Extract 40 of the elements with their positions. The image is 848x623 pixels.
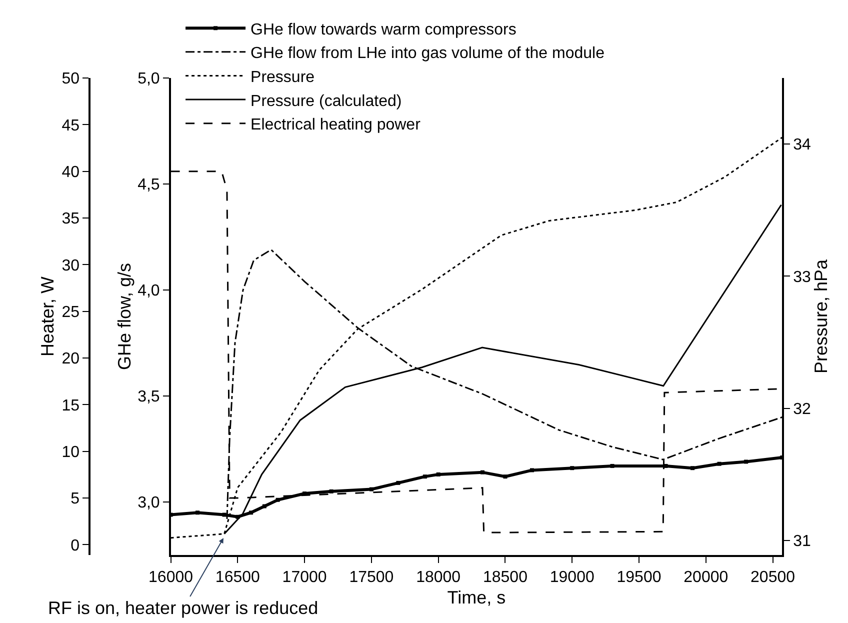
y3-tick-label: 0 <box>70 537 80 554</box>
y3-tick-label: 10 <box>62 444 80 461</box>
y-tick-label: 4,5 <box>138 176 160 194</box>
legend-label: GHe flow towards warm compressors <box>250 21 516 38</box>
legend-label: GHe flow from LHe into gas volume of the module <box>250 45 605 62</box>
y-tick-label: 4,0 <box>138 282 160 300</box>
y-tick-label: 5,0 <box>138 70 160 88</box>
y-axis-title: GHe flow, g/s <box>114 262 134 370</box>
x-axis-title: Time, s <box>447 588 506 608</box>
y2-tick-label: 34 <box>793 136 812 154</box>
y-tick-label: 3,0 <box>138 494 160 512</box>
y3-tick-label: 25 <box>62 304 80 321</box>
x-tick-label: 17500 <box>349 568 394 586</box>
y3-tick-label: 20 <box>62 350 80 368</box>
y3-tick-label: 35 <box>62 210 80 228</box>
x-tick-label: 18500 <box>482 568 528 586</box>
x-tick-label: 16500 <box>215 568 260 586</box>
legend-label: Electrical heating power <box>250 116 422 134</box>
y3-tick-label: 40 <box>62 164 80 181</box>
x-tick-label: 20500 <box>750 568 796 586</box>
y-tick-label: 3,5 <box>138 388 160 406</box>
y3-tick-label: 30 <box>62 257 80 274</box>
x-tick-label: 19500 <box>616 568 662 586</box>
y2-axis-title: Pressure, hPa <box>811 258 832 374</box>
legend-label: Pressure (calculated) <box>250 92 402 110</box>
x-tick-label: 20000 <box>684 568 728 586</box>
y2-tick-label: 32 <box>793 400 812 418</box>
y3-tick-label: 5 <box>70 490 80 508</box>
x-tick-label: 16000 <box>148 568 194 586</box>
y2-tick-label: 33 <box>793 268 812 286</box>
x-tick-label: 19000 <box>550 568 594 586</box>
x-tick-label: 17000 <box>282 568 327 586</box>
x-tick-label: 18000 <box>416 568 461 586</box>
y3-tick-label: 45 <box>62 117 80 134</box>
legend-label: Pressure <box>250 68 315 86</box>
y3-tick-label: 15 <box>62 397 80 414</box>
y3-axis-title: Heater, W <box>37 276 58 357</box>
annotation: RF is on, heater power is reduced <box>48 598 318 618</box>
y2-tick-label: 31 <box>793 533 812 550</box>
y3-tick-label: 50 <box>62 70 80 88</box>
